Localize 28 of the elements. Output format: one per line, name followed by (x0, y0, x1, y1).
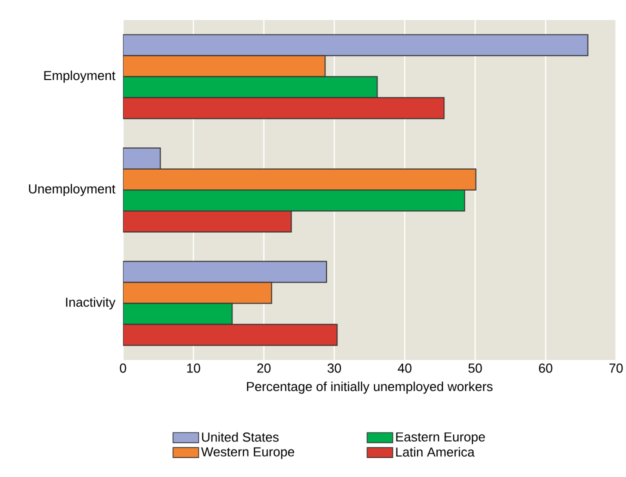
x-tick-label: 40 (398, 364, 412, 373)
bar (123, 190, 466, 212)
legend-label: United States (202, 432, 279, 442)
bar (123, 168, 476, 190)
bar (123, 55, 326, 78)
bar (123, 210, 292, 232)
x-tick-label: 0 (120, 364, 126, 373)
bar (123, 282, 272, 304)
x-tick-label: 20 (257, 364, 271, 373)
x-tick-label: 50 (468, 364, 482, 373)
bar (123, 260, 328, 283)
legend-label: Western Europe (201, 447, 294, 459)
bar (123, 302, 233, 325)
legend-label: Eastern Europe (396, 432, 485, 444)
bar (123, 148, 161, 170)
bar (123, 97, 445, 120)
y-tick-label: Unemployment (29, 184, 116, 196)
bar (123, 76, 378, 98)
x-tick-label: 10 (187, 364, 200, 373)
x-tick-label: 60 (539, 364, 552, 373)
legend-label: Latin America (396, 447, 475, 457)
x-tick-label: 70 (609, 364, 623, 373)
x-tick-label: 30 (328, 364, 342, 373)
y-tick-label: Employment (44, 70, 116, 83)
bar (123, 324, 338, 346)
bar (123, 34, 588, 56)
y-tick-label: Inactivity (66, 297, 116, 310)
x-axis-title: Percentage of initially unemployed workers (247, 382, 493, 394)
